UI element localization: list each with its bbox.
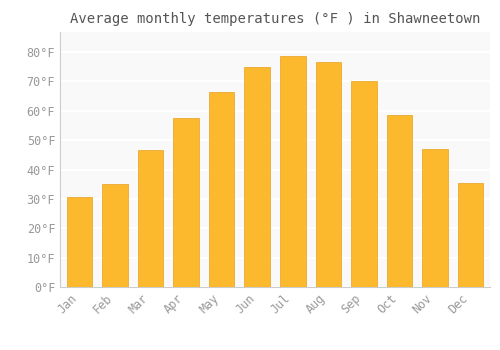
Bar [209, 92, 234, 287]
Bar [458, 183, 483, 287]
Bar [174, 118, 199, 287]
Bar [386, 115, 412, 287]
Bar [138, 150, 164, 287]
Bar [351, 82, 376, 287]
Bar [244, 67, 270, 287]
Bar [280, 56, 305, 287]
Bar [67, 197, 92, 287]
Title: Average monthly temperatures (°F ) in Shawneetown: Average monthly temperatures (°F ) in Sh… [70, 12, 480, 26]
Bar [422, 149, 448, 287]
Bar [316, 62, 341, 287]
Bar [102, 184, 128, 287]
